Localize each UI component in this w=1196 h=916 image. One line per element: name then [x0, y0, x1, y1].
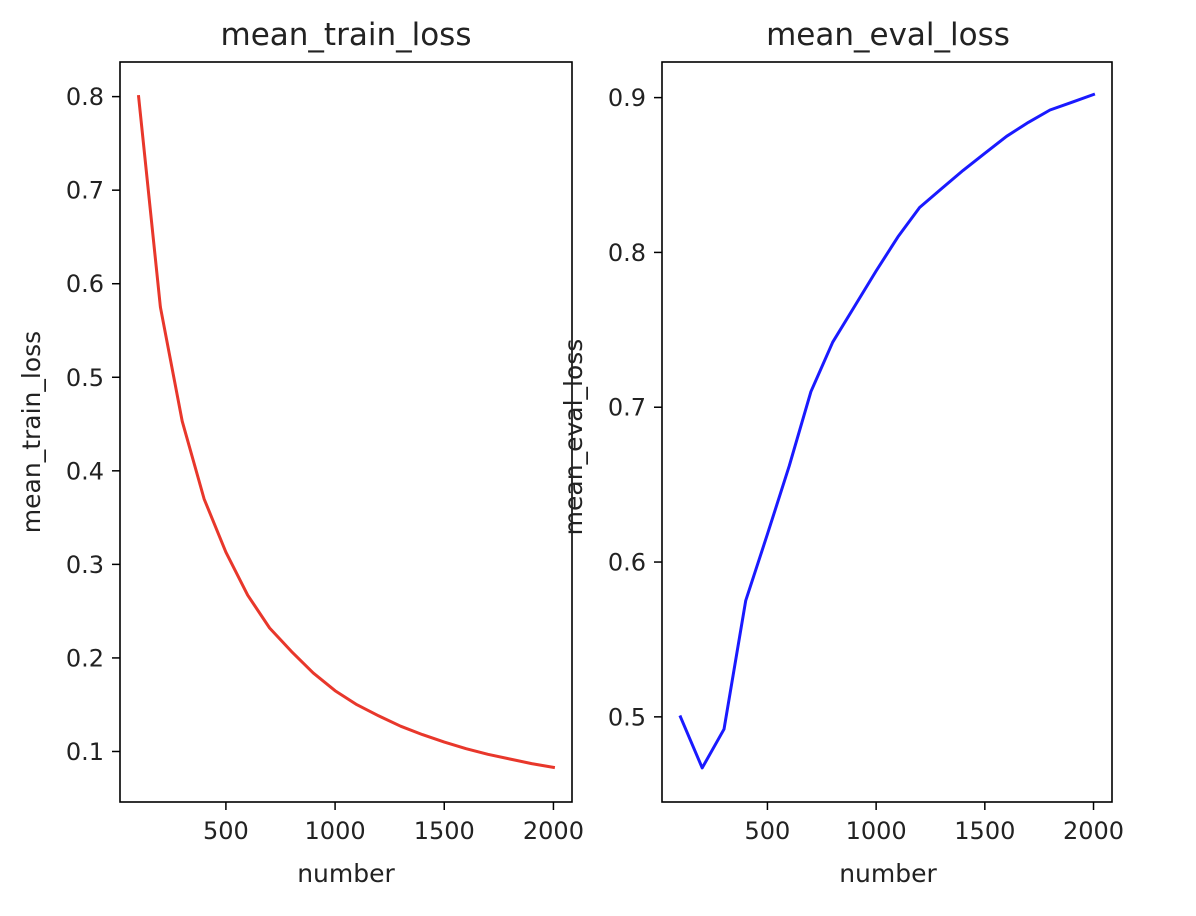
- train-loss-y-tick-label: 0.4: [66, 457, 104, 485]
- eval-loss-plot-frame: [661, 61, 1113, 803]
- train-loss-y-tick-label: 0.3: [66, 551, 104, 579]
- train-loss-panel: mean_train_loss number mean_train_loss 5…: [17, 17, 584, 888]
- train-loss-y-tick-label: 0.7: [66, 177, 104, 205]
- eval-loss-y-tick-label: 0.9: [608, 84, 646, 112]
- train-loss-title: mean_train_loss: [221, 17, 472, 53]
- eval-loss-ylabel: mean_eval_loss: [559, 339, 588, 536]
- eval-loss-x-tick-label: 500: [745, 817, 791, 845]
- eval-loss-title: mean_eval_loss: [766, 17, 1010, 53]
- eval-loss-series-line: [678, 92, 1096, 770]
- train-loss-y-tick-label: 0.6: [66, 270, 104, 298]
- eval-loss-x-tick-label: 2000: [1063, 817, 1124, 845]
- train-loss-x-tick-label: 1000: [305, 817, 366, 845]
- eval-loss-y-tick-label: 0.6: [608, 549, 646, 577]
- train-loss-series-line: [136, 94, 556, 770]
- train-loss-x-tick-label: 500: [203, 817, 249, 845]
- eval-loss-x-tick-label: 1500: [954, 817, 1015, 845]
- train-loss-x-tick-label: 1500: [414, 817, 475, 845]
- eval-loss-panel: mean_eval_loss number mean_eval_loss 500…: [559, 17, 1124, 888]
- train-loss-y-tick-label: 0.2: [66, 644, 104, 672]
- eval-loss-y-tick-label: 0.8: [608, 239, 646, 267]
- train-loss-y-tick-label: 0.8: [66, 83, 104, 111]
- train-loss-ylabel: mean_train_loss: [17, 331, 46, 533]
- eval-loss-xlabel: number: [839, 859, 937, 888]
- train-loss-y-tick-label: 0.1: [66, 738, 104, 766]
- train-loss-y-tick-label: 0.5: [66, 364, 104, 392]
- train-loss-xlabel: number: [297, 859, 395, 888]
- train-loss-plot-frame: [119, 61, 573, 803]
- eval-loss-x-tick-label: 1000: [846, 817, 907, 845]
- eval-loss-y-tick-label: 0.7: [608, 394, 646, 422]
- eval-loss-y-tick-label: 0.5: [608, 703, 646, 731]
- train-loss-x-tick-label: 2000: [523, 817, 584, 845]
